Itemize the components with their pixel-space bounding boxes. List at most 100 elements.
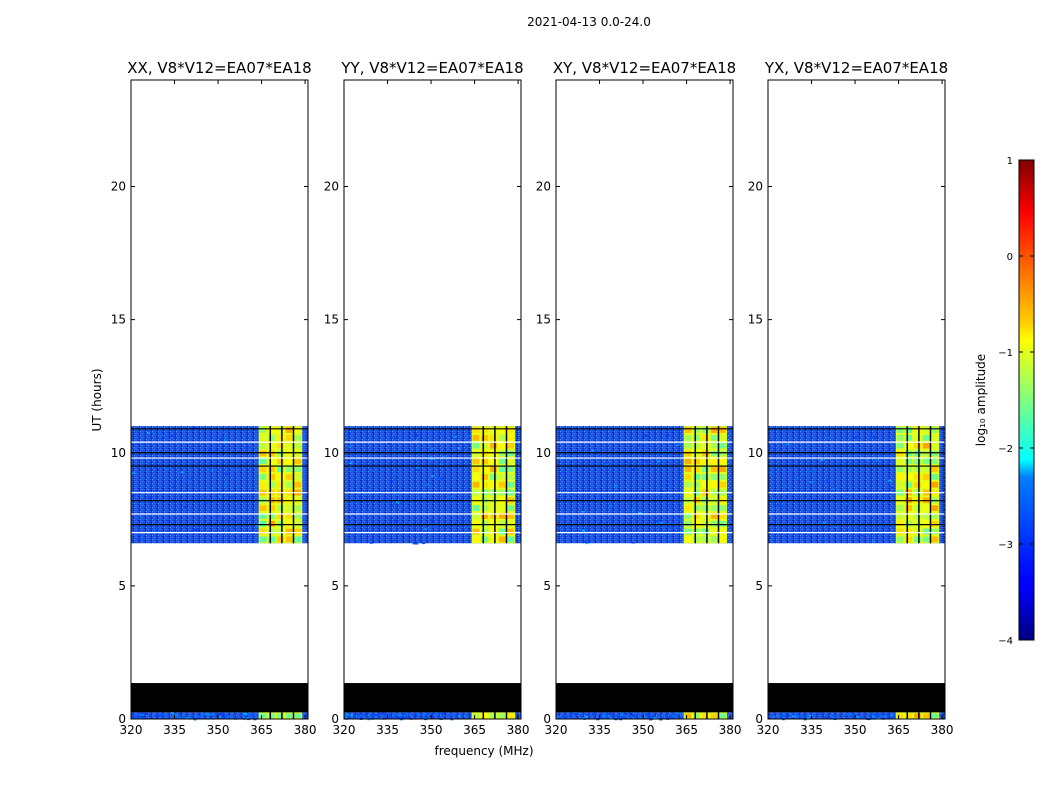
background-speckle — [573, 713, 577, 715]
rfi-cell — [507, 513, 515, 519]
rfi-cell — [710, 528, 718, 535]
background-speckle — [601, 716, 605, 718]
rfi-cell — [702, 481, 709, 488]
rfi-cell — [285, 520, 293, 527]
background-speckle — [845, 713, 849, 715]
background-speckle — [248, 484, 252, 487]
background-speckle — [826, 437, 830, 439]
background-speckle — [875, 459, 879, 462]
rfi-cell — [719, 466, 727, 472]
background-speckle — [400, 510, 404, 513]
y-tick-label: 5 — [755, 579, 763, 593]
background-speckle — [644, 435, 648, 437]
rfi-cell — [259, 536, 267, 543]
background-speckle — [832, 488, 836, 490]
rfi-cell — [914, 450, 921, 457]
background-speckle — [251, 715, 255, 718]
x-tick-label: 350 — [420, 723, 443, 737]
background-speckle — [890, 713, 894, 715]
rfi-cell — [914, 505, 921, 512]
background-speckle — [429, 456, 433, 458]
rfi-cell — [905, 713, 913, 718]
background-speckle — [600, 495, 604, 498]
background-speckle — [890, 487, 894, 489]
rfi-cell — [931, 427, 939, 433]
background-speckle — [395, 473, 399, 476]
background-speckle — [422, 542, 426, 545]
background-speckle — [791, 715, 795, 718]
background-speckle — [231, 519, 235, 521]
background-speckle — [786, 444, 790, 446]
background-speckle — [607, 715, 611, 718]
background-speckle — [883, 715, 887, 717]
rfi-cell — [259, 434, 267, 441]
background-speckle — [140, 712, 144, 714]
background-speckle — [381, 712, 385, 714]
background-speckle — [433, 532, 437, 535]
background-speckle — [562, 715, 566, 718]
background-speckle — [414, 714, 418, 717]
background-speckle — [356, 539, 360, 542]
background-speckle — [604, 712, 608, 715]
background-speckle — [457, 715, 461, 717]
colorbar-gradient — [1018, 159, 1035, 641]
background-speckle — [614, 718, 618, 721]
background-speckle — [174, 714, 178, 717]
rfi-cell — [481, 505, 489, 512]
background-speckle — [865, 458, 869, 461]
background-speckle — [450, 714, 454, 716]
rfi-cell — [693, 505, 701, 512]
rfi-cell — [472, 520, 480, 527]
rfi-cell — [277, 536, 284, 543]
background-speckle — [414, 434, 418, 437]
rfi-cell — [259, 713, 267, 718]
background-speckle — [438, 478, 442, 480]
background-speckle — [809, 481, 813, 483]
background-speckle — [219, 495, 223, 498]
background-speckle — [556, 716, 560, 718]
rfi-cell — [472, 536, 480, 543]
rfi-cell — [905, 450, 913, 457]
background-speckle — [660, 716, 664, 718]
background-speckle — [670, 713, 674, 715]
background-speckle — [887, 455, 891, 457]
rfi-cell — [914, 513, 921, 519]
background-speckle — [645, 713, 649, 715]
background-speckle — [221, 714, 225, 716]
background-speckle — [672, 527, 676, 530]
background-speckle — [348, 433, 352, 435]
background-speckle — [769, 439, 773, 442]
background-speckle — [138, 538, 142, 540]
background-speckle — [211, 488, 215, 490]
rfi-cell — [896, 513, 904, 519]
background-speckle — [575, 712, 579, 715]
background-speckle — [568, 717, 572, 719]
rfi-cell — [294, 458, 302, 465]
rfi-cell — [481, 513, 489, 519]
background-speckle — [833, 717, 837, 719]
rfi-cell — [285, 528, 293, 535]
rfi-cell — [684, 450, 692, 457]
rfi-cell — [922, 458, 930, 465]
flagged-region — [768, 683, 945, 713]
background-speckle — [825, 716, 829, 719]
rfi-cell — [914, 466, 921, 472]
background-speckle — [131, 714, 135, 717]
background-speckle — [442, 712, 446, 715]
background-speckle — [850, 442, 854, 445]
y-tick-label: 10 — [748, 446, 763, 460]
rfi-cell — [481, 713, 489, 718]
background-speckle — [438, 433, 442, 436]
background-speckle — [893, 716, 897, 719]
background-speckle — [637, 444, 641, 446]
rfi-cell — [259, 505, 267, 512]
x-tick-label: 365 — [463, 723, 486, 737]
background-speckle — [161, 713, 165, 715]
background-speckle — [777, 504, 781, 507]
colorbar-tick-label: −2 — [998, 444, 1013, 455]
rfi-cell — [285, 513, 293, 519]
panel-title: YX, V8*V12=EA07*EA18 — [764, 59, 948, 77]
background-speckle — [556, 497, 560, 499]
y-axis-label: UT (hours) — [90, 368, 104, 431]
background-speckle — [790, 713, 794, 715]
